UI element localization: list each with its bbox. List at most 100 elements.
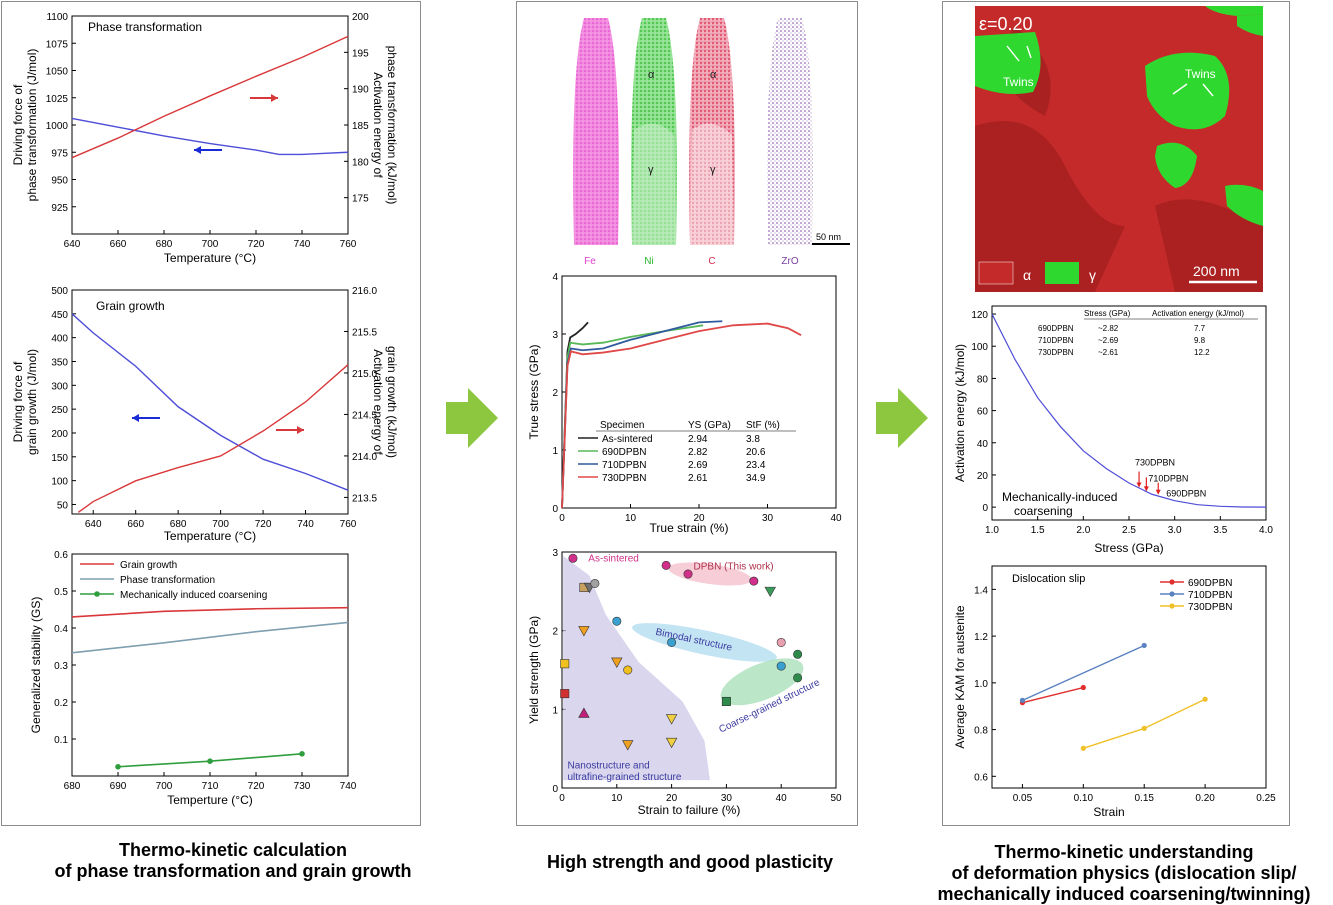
stress-curve (561, 322, 802, 509)
y-axis-label: phase transformation (J/mol) (25, 49, 39, 202)
gs-marker (115, 763, 121, 770)
zro-needle (767, 18, 813, 245)
x-tick-label: 720 (248, 239, 265, 250)
y-tick-label: 250 (51, 405, 68, 416)
arrow-right-icon (446, 388, 498, 448)
y-tick-label: 150 (51, 453, 68, 464)
apt-label-c: C (708, 256, 715, 267)
x-tick-label: 680 (170, 519, 187, 530)
x-tick-label: 700 (156, 781, 173, 792)
apt-needles: α γ α γ 50 nm Fe Ni C ZrO (573, 18, 854, 267)
gs-series-line (71, 606, 349, 618)
arrowhead-icon (297, 426, 304, 434)
kam-marker (1202, 696, 1208, 702)
apt-atom-maps: α γ α γ 50 nm Fe Ni C ZrO (560, 10, 854, 272)
table-cell: As-sintered (602, 434, 653, 445)
y2-tick-label: 175 (352, 194, 369, 205)
x-tick-label: 740 (340, 781, 357, 792)
activation-energy-line (71, 35, 349, 159)
x-tick-label: 0 (559, 513, 565, 524)
x-tick-label: 760 (340, 239, 357, 250)
y-tick-label: 100 (51, 477, 68, 488)
y-axis-label: Average KAM for austenite (953, 605, 967, 749)
y-axis-label: Driving force of (11, 84, 25, 165)
y-tick-label: 3 (552, 548, 558, 559)
y2-tick-label: 216.0 (352, 286, 377, 297)
y-tick-label: 0 (552, 784, 558, 795)
y-axis-label: Driving force of (11, 361, 25, 442)
x-tick-label: 720 (248, 781, 265, 792)
y-tick-label: 500 (51, 286, 68, 297)
y-tick-label: 450 (51, 310, 68, 321)
x-tick-label: 10 (625, 513, 637, 524)
gs-marker (299, 751, 305, 757)
y-tick-label: 120 (971, 310, 988, 321)
y-tick-label: 0 (982, 503, 988, 514)
yield-strength-chart: 0 10 20 30 40 50 0 1 2 3 As-sintered DPBN (This wor… (527, 548, 842, 817)
y-tick-label: 0.5 (54, 587, 68, 598)
x-tick-label: 660 (127, 519, 144, 530)
y2-tick-label: 215.5 (352, 327, 377, 338)
y-tick-label: 925 (51, 203, 68, 214)
generalized-stability-chart: 680 690 700 710 720 730 740 0.1 0.2 0.3 0.4 0.5 0.6 G… (29, 550, 357, 807)
table-header: YS (GPa) (688, 420, 731, 431)
x-tick-label: 740 (294, 239, 311, 250)
x-axis-label: True strain (%) (650, 521, 729, 535)
x-axis-label: Temperature (°C) (164, 529, 256, 543)
x-tick-label: 30 (721, 793, 733, 804)
y-tick-label: 1.2 (974, 632, 988, 643)
plot-frame (71, 15, 349, 235)
x-tick-label: 3.5 (1213, 525, 1227, 536)
gs-marker (207, 758, 213, 764)
y-tick-label: 2 (552, 627, 558, 638)
data-point (721, 696, 731, 706)
y-tick-label: 0.2 (54, 698, 68, 709)
y-tick-label: 0.1 (54, 735, 68, 746)
kam-series-line (1022, 686, 1084, 704)
y2-axis-label: grain growth (kJ/mol) (385, 346, 399, 458)
table-cell: 710DPBN (602, 460, 646, 471)
table-header: Specimen (600, 420, 644, 431)
x-tick-label: 700 (202, 239, 219, 250)
grain-growth-chart: 640 660 680 700 720 740 760 50 100 150 200 250 300 35… (11, 286, 399, 543)
table-cell: 710DPBN (1038, 336, 1074, 345)
legend-label: Mechanically induced coarsening (120, 590, 267, 601)
table-cell: ~2.61 (1098, 348, 1119, 357)
table-cell: 34.9 (746, 473, 766, 484)
plot-frame (561, 551, 837, 789)
table-cell: 2.69 (688, 460, 708, 471)
y2-axis-label: phase transformation (kJ/mol) (385, 46, 399, 205)
y-tick-label: 40 (977, 439, 989, 450)
arrowhead-icon (1136, 482, 1142, 488)
arrow-right-icon (876, 388, 928, 448)
gs-series-line (71, 621, 349, 654)
data-point (667, 637, 677, 647)
table-cell: 730DPBN (602, 473, 646, 484)
annotation: DPBN (This work) (694, 561, 774, 572)
table-cell: 12.2 (1194, 348, 1210, 357)
activation-energy-curve (991, 313, 1267, 508)
x-axis-label: Strain to failure (%) (638, 803, 741, 817)
bimodal-region (632, 623, 777, 662)
gamma-grains (975, 6, 1263, 226)
data-point (776, 637, 786, 647)
y2-tick-label: 214.5 (352, 410, 377, 421)
legend-marker (94, 591, 100, 597)
fe-needle (573, 18, 619, 245)
twins-label: Twins (1185, 67, 1216, 81)
phase-transformation-chart: 640 660 680 700 720 740 760 925 950 975 1000 1025 10… (11, 12, 399, 265)
data-point (578, 707, 590, 718)
nanostructure-region (563, 555, 710, 781)
x-tick-label: 0.15 (1134, 793, 1154, 804)
y-tick-label: 400 (51, 334, 68, 345)
annotation: Nanostructure and (567, 760, 649, 771)
activation-energy-chart: 1.0 1.5 2.0 2.5 3.0 3.5 4.0 0 20 40 60 80 100 120 Stre… (953, 305, 1273, 555)
y-axis-label: Generalized stability (GS) (29, 597, 43, 734)
y-tick-label: 0.6 (54, 550, 68, 561)
y-tick-label: 0.4 (54, 624, 68, 635)
x-tick-label: 0.25 (1256, 793, 1276, 804)
marker-label: 710DPBN (1148, 473, 1188, 483)
x-tick-label: 20 (693, 513, 705, 524)
y-tick-label: 1 (552, 446, 558, 457)
x-tick-label: 20 (666, 793, 678, 804)
